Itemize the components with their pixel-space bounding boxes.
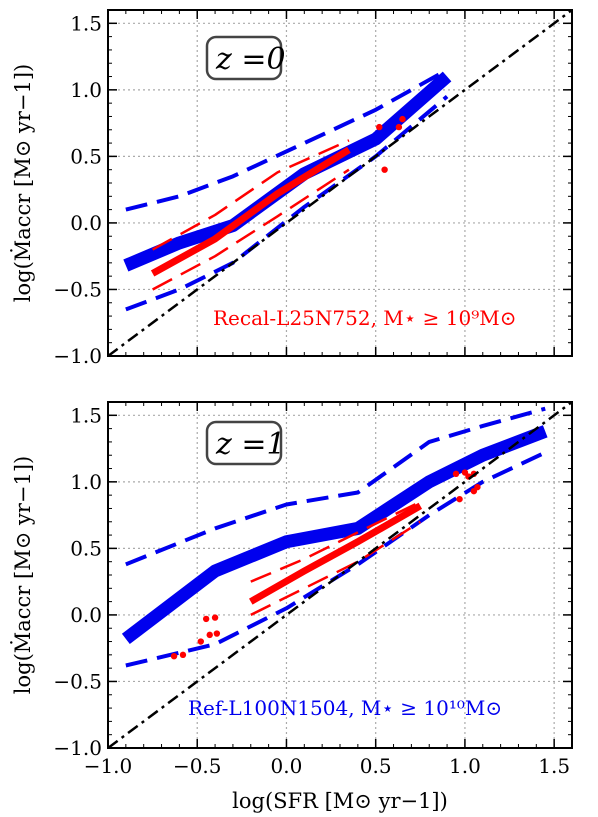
y-tick-label: 1.5 [70,403,102,427]
plot-area [108,10,572,356]
median-line [121,425,548,645]
redshift-label: z =1 [215,427,286,462]
x-tick-label: 1.5 [538,754,570,778]
data-point [381,166,388,173]
data-point [179,651,187,659]
data-point [213,630,221,637]
one-to-one-line [108,402,572,748]
simulation-annotation: Recal-L25N752, M⋆ ≥ 10⁹M⊙ [213,306,516,330]
one-to-one-line [108,10,572,356]
y-tick-label: 1.0 [70,78,102,102]
bottom-panel: −1.0 −0.5 0.0 0.5 1.0 1.5 −1.0 −0.5 0.0 0.5 1.0 1.5… [11,401,573,813]
data-point [170,652,178,660]
x-tick-label: 0.0 [271,754,303,778]
data-point [456,495,463,503]
data-point [197,638,204,645]
y-tick-label: −0.5 [53,669,102,693]
y-tick-label: −1.0 [53,344,102,368]
x-axis-label: log(SFR [M⊙ yr−1]) [232,789,448,813]
y-axis-label: log(Ṁaccr [M⊙ yr−1]) [11,64,35,302]
data-point [399,115,406,123]
percentile-line [152,168,350,291]
data-point [376,123,383,131]
data-point [206,631,213,639]
x-tick-label: −1.0 [84,754,133,778]
redshift-label-box [205,35,283,81]
y-axis-label: log(Ṁaccr [M⊙ yr−1]) [11,456,35,694]
data-point [395,123,403,131]
simulation-annotation: Ref-L100N1504, M⋆ ≥ 10¹⁰M⊙ [188,696,502,720]
y-tick-label: −1.0 [53,736,102,760]
redshift-label-box [205,420,283,466]
plot-area [108,402,572,748]
redshift-label: z =0 [215,42,286,77]
x-tick-label: −0.5 [173,754,222,778]
data-point [470,487,478,495]
data-point [202,615,210,623]
percentile-line [152,139,350,251]
median-line [150,146,351,277]
x-tick-label: 0.5 [360,754,392,778]
y-tick-label: 0.0 [70,603,102,627]
percentile-line [125,68,449,212]
data-point [452,470,460,478]
median-line [249,502,423,605]
y-tick-label: 0.5 [70,536,102,560]
top-panel: −1.0 −0.5 0.0 0.5 1.0 1.5 log(Ṁaccr [M⊙ yr−1])… [11,9,573,368]
y-tick-label: 0.0 [70,211,102,235]
percentile-line [125,406,546,567]
y-tick-label: 1.0 [70,470,102,494]
y-tick-label: 0.5 [70,144,102,168]
percentile-line [125,450,547,668]
x-tick-label: 1.0 [449,754,481,778]
y-tick-label: 1.5 [70,11,102,35]
y-tick-label: −0.5 [53,277,102,301]
data-point [211,614,219,621]
